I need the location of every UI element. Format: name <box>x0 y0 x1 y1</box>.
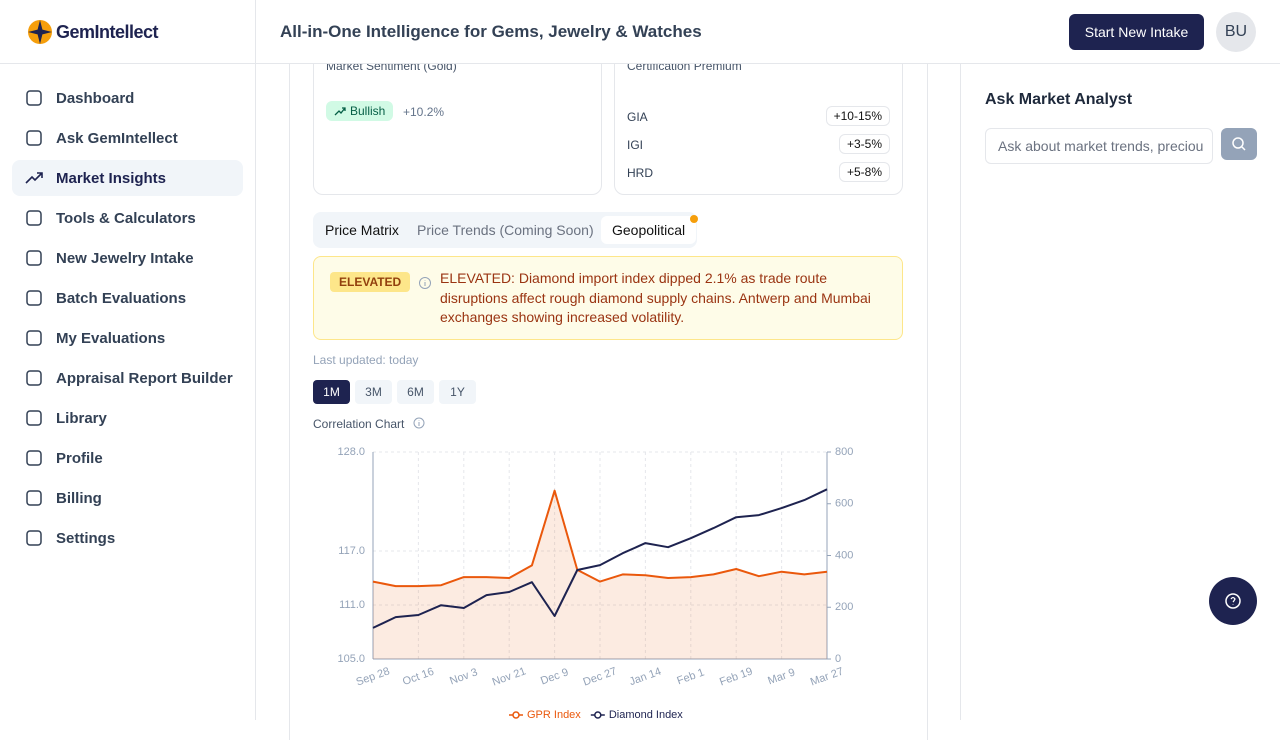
nav-item[interactable]: Library <box>12 400 243 436</box>
x-tick-label: Mar 27 <box>809 665 845 688</box>
y2-tick-label: 600 <box>835 498 853 510</box>
nav-item[interactable]: Profile <box>12 440 243 476</box>
header: All-in-One Intelligence for Gems, Jewelr… <box>256 0 1280 64</box>
cert-premium: +5-8% <box>838 162 890 182</box>
cert-name: HRD <box>627 166 653 180</box>
nav-icon <box>26 210 42 226</box>
line <box>372 489 828 588</box>
nav-icon <box>26 330 42 346</box>
nav-item[interactable]: Market Insights <box>12 160 243 196</box>
nav-item[interactable]: Billing <box>12 480 243 516</box>
cert-premium: +3-5% <box>838 134 890 154</box>
nav-item[interactable]: My Evaluations <box>12 320 243 356</box>
nav-item[interactable]: Batch Evaluations <box>12 280 243 316</box>
range-button[interactable]: 1M <box>313 380 350 404</box>
x-tick-label: Feb 19 <box>718 665 754 688</box>
y-tick-label: 111.0 <box>339 599 365 611</box>
nav-icon <box>26 250 42 266</box>
x-tick-label: Nov 3 <box>448 666 479 687</box>
divider <box>0 63 256 64</box>
nav-icon <box>25 172 43 184</box>
search-button[interactable] <box>1221 128 1257 160</box>
chart-title: Correlation Chart <box>313 417 405 431</box>
x-tick-label: Jan 14 <box>628 666 663 689</box>
analyst-input[interactable]: Ask about market trends, preciou <box>985 128 1213 164</box>
nav-icon <box>26 370 42 386</box>
alert-text: ELEVATED: Diamond import index dipped 2.… <box>440 270 871 325</box>
x-tick-label: Feb 1 <box>675 666 706 687</box>
y2-tick-label: 400 <box>835 549 853 561</box>
y-tick-label: 105.0 <box>337 653 365 665</box>
analyst-title: Ask Market Analyst <box>985 91 1133 108</box>
badge-text: Bullish <box>350 104 386 118</box>
last-updated: Last updated: today <box>313 353 419 367</box>
x-tick-label: Sep 28 <box>355 665 392 688</box>
tab[interactable]: Price Matrix <box>325 222 399 238</box>
nav-icon <box>26 90 42 106</box>
brand: GemIntellect <box>56 22 159 42</box>
range-button[interactable]: 1Y <box>439 380 476 404</box>
y-tick-label: 128.0 <box>337 446 365 458</box>
tab-dot <box>690 215 698 223</box>
correlation-chart: 105.0 111.0 117.0 128.0 0 200 400 600 800 Sep 28 O… <box>337 446 853 720</box>
y2-tick-label: 0 <box>835 653 841 665</box>
avatar[interactable]: BU <box>1216 12 1256 52</box>
help-button[interactable] <box>1209 577 1257 625</box>
nav-item[interactable]: Settings <box>12 520 243 556</box>
nav-icon <box>26 410 42 426</box>
line <box>372 488 828 629</box>
alert-level: ELEVATED <box>330 272 411 292</box>
sidebar: GemIntellect Dashboard Ask GemIntellect Ma… <box>0 0 256 720</box>
cert-name: IGI <box>627 138 644 152</box>
alert: ELEVATED ELEVATED: Diamond import index … <box>313 256 903 340</box>
x-tick-label: Dec 27 <box>582 665 619 688</box>
analyst-panel: Ask Market Analyst Ask about market tren… <box>960 64 1280 720</box>
nav-item[interactable]: Ask GemIntellect <box>12 120 243 156</box>
nav-icon <box>26 290 42 306</box>
y2-tick-label: 200 <box>835 601 853 613</box>
x-tick-label: Dec 9 <box>539 666 570 687</box>
bullish-badge: Bullish <box>326 101 394 121</box>
start-intake-button[interactable]: Start New Intake <box>1069 14 1204 50</box>
nav-icon <box>26 490 42 506</box>
tab[interactable]: Geopolitical <box>601 216 697 244</box>
cert-name: GIA <box>627 110 648 124</box>
y2-tick-label: 800 <box>835 446 853 458</box>
x-tick-label: Mar 9 <box>766 666 797 687</box>
nav-item[interactable]: Dashboard <box>12 80 243 116</box>
tab[interactable]: Price Trends (Coming Soon) <box>417 222 594 238</box>
nav-item[interactable]: Appraisal Report Builder <box>12 360 243 396</box>
y-tick-label: 117.0 <box>338 545 365 557</box>
legend-dot <box>594 711 602 719</box>
legend-label: Diamond Index <box>609 709 683 720</box>
x-tick-label: Nov 21 <box>491 665 528 688</box>
header-title: All-in-One Intelligence for Gems, Jewelr… <box>280 22 702 41</box>
nav-icon <box>26 130 42 146</box>
nav-icon <box>26 450 42 466</box>
x-tick-label: Oct 16 <box>401 666 436 688</box>
area <box>373 490 827 659</box>
range-button[interactable]: 3M <box>355 380 392 404</box>
info-icon <box>413 417 425 429</box>
nav-item[interactable]: Tools & Calculators <box>12 200 243 236</box>
sentiment-change: +10.2% <box>403 105 445 119</box>
nav-icon <box>26 530 42 546</box>
main-panel <box>289 40 928 740</box>
range-button[interactable]: 6M <box>397 380 434 404</box>
logo <box>28 20 52 44</box>
info-icon <box>419 277 431 289</box>
legend-dot <box>512 711 520 719</box>
cert-premium: +10-15% <box>825 106 890 126</box>
legend-label: GPR Index <box>527 709 581 720</box>
nav-item[interactable]: New Jewelry Intake <box>12 240 243 276</box>
